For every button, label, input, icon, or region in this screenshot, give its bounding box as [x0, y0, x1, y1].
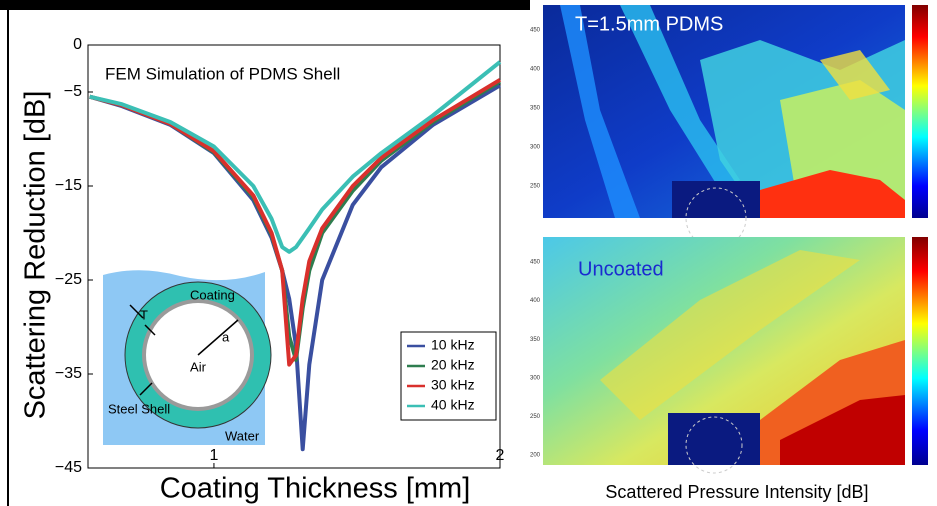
- y-tick-label: −45: [55, 459, 82, 476]
- y-tick-label: −5: [64, 83, 82, 100]
- heatmap-bottom: [543, 237, 928, 474]
- heatmap-y-tick-label: 200: [530, 453, 541, 459]
- heatmap-y-tick-label: 450: [530, 260, 541, 266]
- y-tick-label: −15: [55, 177, 82, 194]
- inset-label: T: [140, 307, 148, 322]
- heatmap-label: Uncoated: [578, 258, 664, 280]
- y-tick-label: 0: [73, 36, 82, 53]
- inset-label: a: [222, 329, 230, 344]
- heatmap-y-tick-label: 250: [530, 184, 541, 190]
- legend-label: 20 kHz: [431, 357, 475, 373]
- heatmap-y-tick-label: 300: [530, 145, 541, 151]
- legend-label: 30 kHz: [431, 377, 475, 393]
- heatmap-y-tick-label: 250: [530, 414, 541, 420]
- series-line: [89, 60, 502, 254]
- legend-label: 40 kHz: [431, 397, 475, 413]
- y-tick-label: −35: [55, 365, 82, 382]
- heatmap-y-tick-label: 400: [530, 67, 541, 73]
- inset-label: Water: [225, 428, 260, 443]
- left-rule: [7, 10, 9, 506]
- heatmap-y-tick-label: 400: [530, 298, 541, 304]
- heatmap-caption: Scattered Pressure Intensity [dB]: [605, 482, 868, 502]
- series-line: [89, 78, 502, 367]
- plot-frame: [87, 44, 501, 469]
- y-tick-label: −25: [55, 271, 82, 288]
- heatmap-y-tick-label: 450: [530, 28, 541, 34]
- inset-label: Steel Shell: [108, 401, 170, 416]
- top-bar: [0, 0, 530, 10]
- x-tick-label: 1: [209, 447, 218, 464]
- annotation: FEM Simulation of PDMS Shell: [105, 64, 340, 83]
- inset-label: Coating: [190, 287, 235, 302]
- inset-label: Air: [190, 359, 207, 374]
- inset-diagram: [103, 270, 272, 445]
- x-axis-title: Coating Thickness [mm]: [160, 473, 471, 505]
- heatmap-y-tick-label: 350: [530, 106, 541, 112]
- heatmap-top: [543, 5, 928, 249]
- x-tick-label: 2: [496, 447, 505, 464]
- y-axis-title: Scattering Reduction [dB]: [20, 91, 52, 420]
- legend-label: 10 kHz: [431, 337, 475, 353]
- heatmap-label: T=1.5mm PDMS: [575, 13, 723, 35]
- heatmap-y-tick-label: 350: [530, 337, 541, 343]
- heatmap-y-tick-label: 300: [530, 375, 541, 381]
